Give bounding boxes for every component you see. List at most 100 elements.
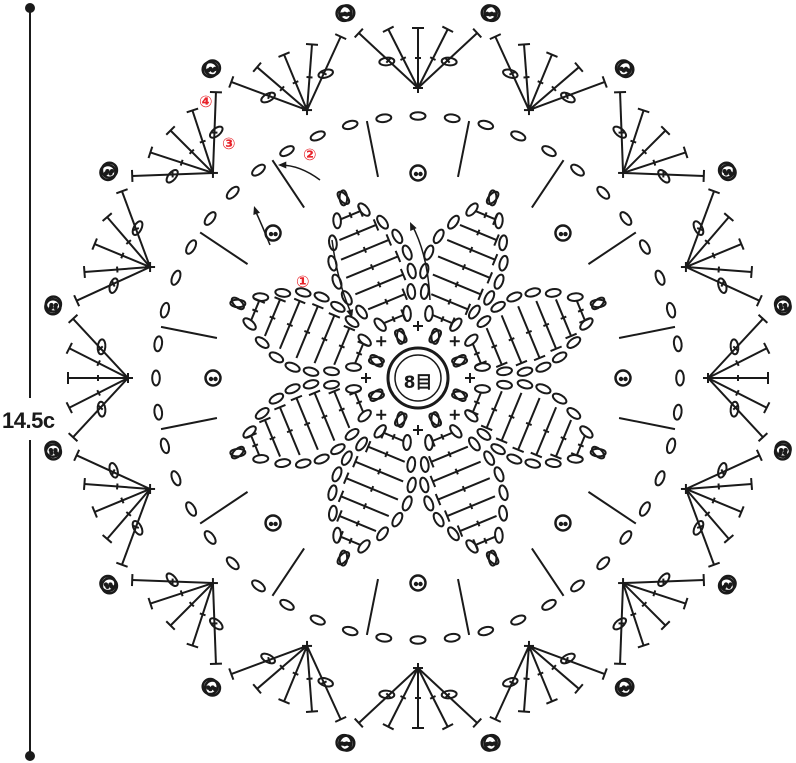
stitch-top-bar	[472, 539, 479, 551]
stitch-cross	[641, 601, 648, 608]
stitch-cross	[377, 281, 382, 288]
stitch-cross	[440, 315, 445, 323]
stitch-cross	[429, 695, 436, 700]
picot-dot	[342, 741, 347, 747]
petal-chain	[284, 361, 301, 373]
petal-chain	[254, 336, 270, 349]
outer-chain	[619, 211, 633, 226]
outer-chain	[375, 113, 393, 124]
connector-stitch	[365, 120, 379, 178]
petal-chain	[302, 366, 320, 377]
picot-dot	[728, 582, 733, 587]
center-ring-inner	[394, 354, 442, 402]
inner-picot	[554, 224, 572, 242]
petal-chain	[485, 551, 500, 566]
edge-picot	[617, 677, 635, 696]
petal-chain	[406, 476, 417, 494]
outer-chain	[341, 119, 359, 131]
stitch-cross	[355, 229, 360, 236]
stitch-top-bar	[372, 218, 380, 231]
stitch-top-bar	[441, 25, 454, 33]
picot-dot	[208, 376, 214, 382]
stitch-top-bar	[708, 561, 721, 568]
petal-chain	[268, 392, 285, 405]
stitch-cross	[560, 436, 567, 441]
petal-chain	[589, 447, 607, 458]
stitch-top-bar	[328, 312, 341, 319]
petal-chain	[357, 333, 372, 347]
stitch-cross	[303, 330, 311, 335]
petal-chain	[252, 292, 270, 302]
stitch-top-bar	[274, 296, 286, 303]
stitch-top-bar	[115, 561, 128, 568]
stitch-top-bar	[228, 668, 235, 681]
outer-chain	[443, 632, 461, 643]
petal-chain	[357, 409, 372, 423]
stitch-cross	[269, 436, 276, 441]
stitch-top-bar	[660, 620, 671, 631]
petal-chain	[493, 466, 505, 483]
stitch-top-bar	[637, 107, 650, 114]
petal-chain	[447, 526, 460, 542]
stitch-cross	[560, 315, 567, 320]
stitch-cross	[252, 443, 259, 448]
direction-arrow-1	[331, 239, 353, 316]
edge-picot	[719, 574, 737, 593]
stitch-top-bar	[305, 42, 319, 46]
stitch-top-bar	[394, 250, 402, 263]
stitch-top-bar	[82, 477, 86, 491]
stitch-top-bar	[492, 213, 499, 226]
stitch-cross	[473, 351, 481, 356]
stitch-cross	[267, 656, 272, 664]
outer-chain	[672, 403, 683, 421]
petal-chain	[535, 361, 552, 373]
round-2-marker: ②	[303, 145, 317, 164]
stitch-top-bar	[357, 205, 364, 217]
outer-chain	[153, 403, 164, 421]
stitch-top-bar	[67, 313, 79, 324]
picot-dot	[492, 741, 497, 746]
petal-chain	[274, 287, 292, 298]
petal-chain	[373, 424, 387, 439]
stitch-top-bar	[328, 388, 341, 395]
stitch-cross	[321, 414, 328, 419]
petal-chain	[402, 305, 412, 323]
edge-picot	[99, 163, 117, 182]
stitch-cross	[564, 656, 569, 664]
stitch-top-bar	[352, 455, 359, 468]
petal-chain	[452, 353, 467, 368]
picot-dot	[778, 448, 784, 453]
stitch-top-bar	[353, 27, 364, 39]
stitch-cross	[469, 246, 474, 253]
picot-dot	[489, 11, 494, 17]
petal-chain	[579, 425, 594, 439]
petal-chain	[483, 290, 496, 306]
petal-chain	[355, 304, 369, 320]
edge-picot	[203, 679, 222, 697]
stitch-cross	[321, 337, 328, 342]
picot-dot	[623, 376, 628, 382]
stitch-cross	[577, 443, 584, 448]
stitch-top-bar	[550, 453, 562, 460]
stitch-cross	[429, 56, 436, 61]
picot-dot	[208, 686, 213, 692]
petal-chain	[330, 443, 346, 456]
petal-chain	[230, 445, 245, 460]
stitch-cross	[370, 263, 375, 271]
edge-picot	[335, 4, 353, 23]
outer-chain	[477, 625, 495, 637]
stitch-cross	[476, 520, 481, 527]
stitch-top-bar	[186, 107, 199, 114]
petal-chain	[294, 287, 312, 298]
stitch-top-bar	[65, 342, 73, 355]
connector-stitch	[160, 417, 218, 431]
petal-chain	[242, 425, 257, 439]
picot-dot	[618, 376, 624, 382]
stitch-cross	[508, 680, 516, 685]
stitch-top-bar	[601, 668, 608, 681]
outer-chain	[203, 211, 217, 226]
stitch-top-bar	[601, 75, 608, 88]
picot-dot	[619, 66, 624, 72]
stitch-top-bar	[147, 597, 154, 610]
edge-picot	[480, 4, 498, 22]
